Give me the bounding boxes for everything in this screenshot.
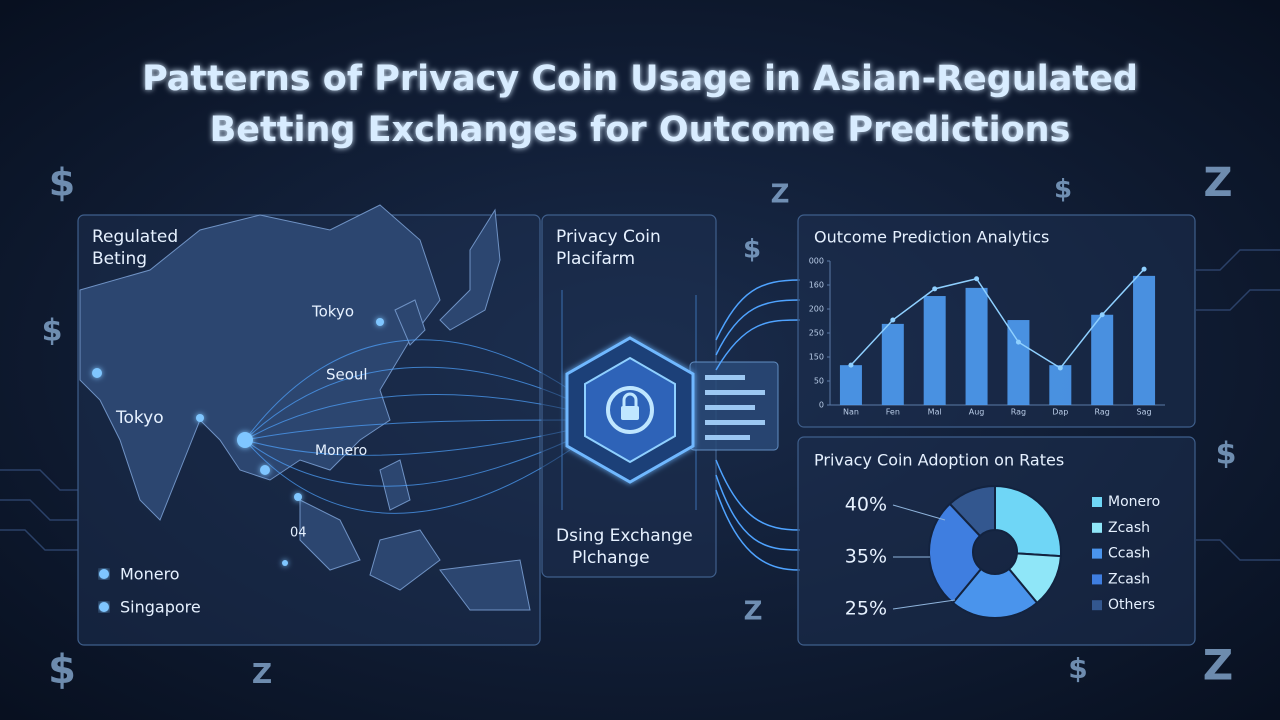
pie-slice (948, 484, 996, 538)
legend-label: Ccash (1108, 546, 1150, 562)
annotation-leader (892, 599, 956, 610)
x-tick-label: Rag (1095, 408, 1110, 417)
symbol: $ (49, 161, 75, 205)
legend-label: Monero (1108, 494, 1160, 510)
legend-swatch (1092, 548, 1102, 559)
symbol: $ (1216, 437, 1237, 472)
bar (1091, 314, 1114, 405)
y-tick-label: 0 (819, 401, 824, 410)
pie-slice (951, 567, 1039, 619)
bar (923, 296, 946, 405)
line-point (1057, 365, 1063, 371)
title-line: Patterns of Privacy Coin Usage in Asian-… (142, 59, 1138, 99)
map (79, 204, 531, 611)
symbol: Z (771, 180, 790, 210)
y-tick-label: 160 (809, 281, 824, 290)
bar (839, 365, 862, 405)
x-tick-label: Nan (843, 408, 859, 417)
legend-label: Others (1108, 597, 1155, 613)
symbol: Z (744, 597, 763, 627)
annotation: 35% (845, 546, 887, 568)
legend-label: Zcash (1108, 571, 1150, 587)
map-dots (92, 318, 384, 566)
pie-slice (994, 484, 1062, 558)
symbol: $ (48, 647, 76, 693)
platform-graphic (561, 279, 801, 571)
y-tick-label: 000 (809, 257, 824, 266)
line-point (1015, 339, 1021, 345)
platform-title: Placifarm (556, 249, 635, 269)
line-point (848, 362, 854, 368)
x-tick-label: Mal (928, 408, 942, 417)
bar (1007, 320, 1030, 405)
symbol: Z (1203, 641, 1233, 690)
line-point (1099, 312, 1105, 318)
symbol: Z (1203, 160, 1232, 206)
symbol: $ (1068, 652, 1087, 685)
annotation-leader (892, 504, 946, 521)
bar (1049, 365, 1072, 405)
line (850, 268, 1145, 370)
symbol: $ (743, 235, 761, 265)
bar (965, 287, 988, 405)
x-tick-label: Sag (1137, 408, 1152, 417)
map-title: Beting (92, 249, 147, 269)
map-label: Monero (315, 443, 367, 459)
y-tick-label: 200 (809, 305, 824, 314)
map-label: Tokyo (115, 408, 164, 428)
platform-footer: Dsing Exchange (556, 526, 693, 546)
legend-label: Zcash (1108, 520, 1150, 536)
circuit-lines (0, 249, 1280, 561)
x-tick-label: Rag (1011, 408, 1026, 417)
legend-swatch (1092, 574, 1102, 585)
legend-dot (99, 602, 109, 612)
pie-slice (1007, 552, 1062, 605)
legend-swatch (1092, 497, 1102, 507)
symbol: $ (1054, 175, 1072, 205)
annotation: 25% (845, 598, 887, 620)
platform-footer: Plchange (572, 548, 650, 568)
line-point (890, 317, 896, 323)
x-tick-label: Fen (886, 408, 900, 417)
bar (1133, 275, 1156, 405)
map-label: Tokyo (311, 303, 354, 321)
map-label: Seoul (326, 366, 368, 384)
y-tick-label: 50 (814, 377, 824, 386)
platform-title: Privacy Coin (556, 227, 661, 247)
chart-title: Privacy Coin Adoption on Rates (814, 451, 1064, 470)
y-tick-label: 250 (809, 329, 824, 338)
map-legend: Monero (120, 565, 180, 584)
annotation: 40% (845, 494, 887, 516)
x-tick-label: Aug (969, 408, 985, 417)
pie-panel (797, 436, 1196, 646)
pie-slice (928, 502, 983, 605)
line-point (974, 276, 980, 282)
map-label: 04 (290, 526, 307, 541)
symbol: $ (42, 314, 63, 349)
y-tick-label: 150 (809, 353, 824, 362)
connection-lines (244, 339, 571, 514)
bar (881, 323, 904, 405)
map-legend: Singapore (120, 598, 201, 617)
legend-dot (99, 569, 109, 579)
line-point (1141, 266, 1147, 272)
line-point (932, 286, 938, 292)
map-title: Regulated (92, 227, 178, 247)
x-tick-label: Dap (1052, 408, 1068, 417)
legend-swatch (1092, 600, 1102, 611)
legend-swatch (1092, 522, 1102, 533)
symbol: Z (252, 657, 272, 690)
chart-title: Outcome Prediction Analytics (814, 228, 1049, 247)
title-line: Betting Exchanges for Outcome Prediction… (210, 110, 1071, 150)
